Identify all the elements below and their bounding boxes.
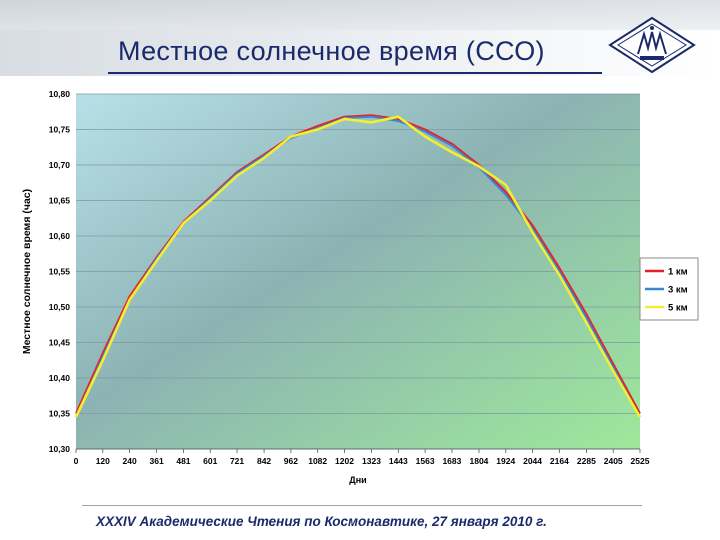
y-tick-label: 10,45 (49, 338, 71, 348)
y-axis-ticks: 10,30 10,35 10,40 10,45 10,50 10,55 10,60 10,65… (49, 89, 71, 454)
x-tick-label: 2405 (604, 456, 623, 466)
legend-items: 1 км 3 км 5 км (645, 267, 688, 314)
x-tick-label: 721 (230, 456, 244, 466)
legend-label: 5 км (668, 303, 688, 314)
y-axis-label: Местное солнечное время (час) (21, 189, 33, 354)
x-tick-label: 1924 (496, 456, 515, 466)
institution-emblem-icon (608, 16, 696, 74)
x-tick-label: 2525 (631, 456, 650, 466)
x-tick-label: 240 (123, 456, 137, 466)
legend: 1 км 3 км 5 км (639, 257, 699, 321)
y-tick-label: 10,50 (49, 302, 71, 312)
y-tick-label: 10,65 (49, 196, 71, 206)
x-tick-label: 842 (257, 456, 271, 466)
x-tick-label: 0 (74, 456, 79, 466)
x-tick-label: 1443 (389, 456, 408, 466)
series-line (74, 115, 642, 418)
y-tick-label: 10,55 (49, 267, 71, 277)
x-tick-label: 1683 (442, 456, 461, 466)
footer-divider (82, 505, 642, 506)
x-tick-label: 2044 (523, 456, 542, 466)
x-tick-label: 601 (203, 456, 217, 466)
title-band-texture (0, 0, 720, 30)
y-tick-label: 10,40 (49, 373, 71, 383)
x-tick-label: 2164 (550, 456, 569, 466)
x-tick-label: 2285 (577, 456, 596, 466)
x-tick-label: 361 (150, 456, 164, 466)
chart-panel: 10,30 10,35 10,40 10,45 10,50 10,55 10,60 10,65… (10, 82, 700, 496)
series-lines (74, 114, 642, 418)
x-tick-label: 1563 (416, 456, 435, 466)
x-tick-label: 120 (96, 456, 110, 466)
x-tick-label: 1804 (469, 456, 488, 466)
legend-label: 1 км (668, 267, 688, 278)
legend-label: 3 км (668, 285, 688, 296)
y-tick-label: 10,80 (49, 89, 71, 99)
chart: 10,30 10,35 10,40 10,45 10,50 10,55 10,60 10,65… (10, 82, 700, 496)
footer-caption: XXXIV Академические Чтения по Космонавти… (96, 514, 547, 529)
x-axis-label: Дни (349, 475, 366, 485)
y-tick-label: 10,75 (49, 125, 71, 135)
y-tick-label: 10,60 (49, 231, 71, 241)
y-tick-label: 10,30 (49, 444, 71, 454)
x-tick-label: 1082 (308, 456, 327, 466)
x-tick-label: 1202 (335, 456, 354, 466)
title-underline (108, 72, 602, 74)
x-tick-label: 481 (176, 456, 190, 466)
x-axis-ticks: 0 120 240 361 481 601 721 842 962 1082 1202 1323 144… (74, 448, 650, 466)
y-tick-label: 10,35 (49, 409, 71, 419)
x-tick-label: 962 (284, 456, 298, 466)
x-tick-label: 1323 (362, 456, 381, 466)
slide-title: Местное солнечное время (ССО) (118, 36, 545, 66)
y-tick-label: 10,70 (49, 160, 71, 170)
